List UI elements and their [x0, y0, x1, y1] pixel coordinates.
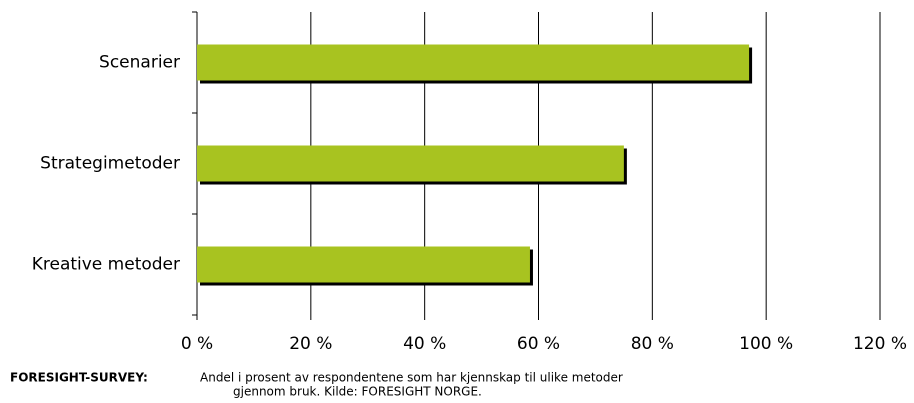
- caption-label: FORESIGHT-SURVEY:: [10, 371, 148, 385]
- y-tick-label: Kreative metoder: [32, 255, 180, 275]
- x-tick-label: 120 %: [853, 334, 907, 354]
- x-tick-label: 0 %: [181, 334, 213, 354]
- y-tick-label: Strategimetoder: [40, 154, 180, 174]
- bar: [197, 44, 750, 81]
- x-tick-label: 40 %: [403, 334, 446, 354]
- y-tick-label: Scenarier: [99, 53, 180, 73]
- caption-line: Andel i prosent av respondentene som har…: [200, 371, 623, 385]
- x-tick-label: 100 %: [739, 334, 793, 354]
- caption-line: gjennom bruk. Kilde: FORESIGHT NORGE.: [233, 385, 482, 399]
- x-tick-label: 80 %: [631, 334, 674, 354]
- x-tick-label: 60 %: [517, 334, 560, 354]
- bar: [197, 246, 530, 283]
- bar: [197, 145, 624, 182]
- x-tick-label: 20 %: [289, 334, 332, 354]
